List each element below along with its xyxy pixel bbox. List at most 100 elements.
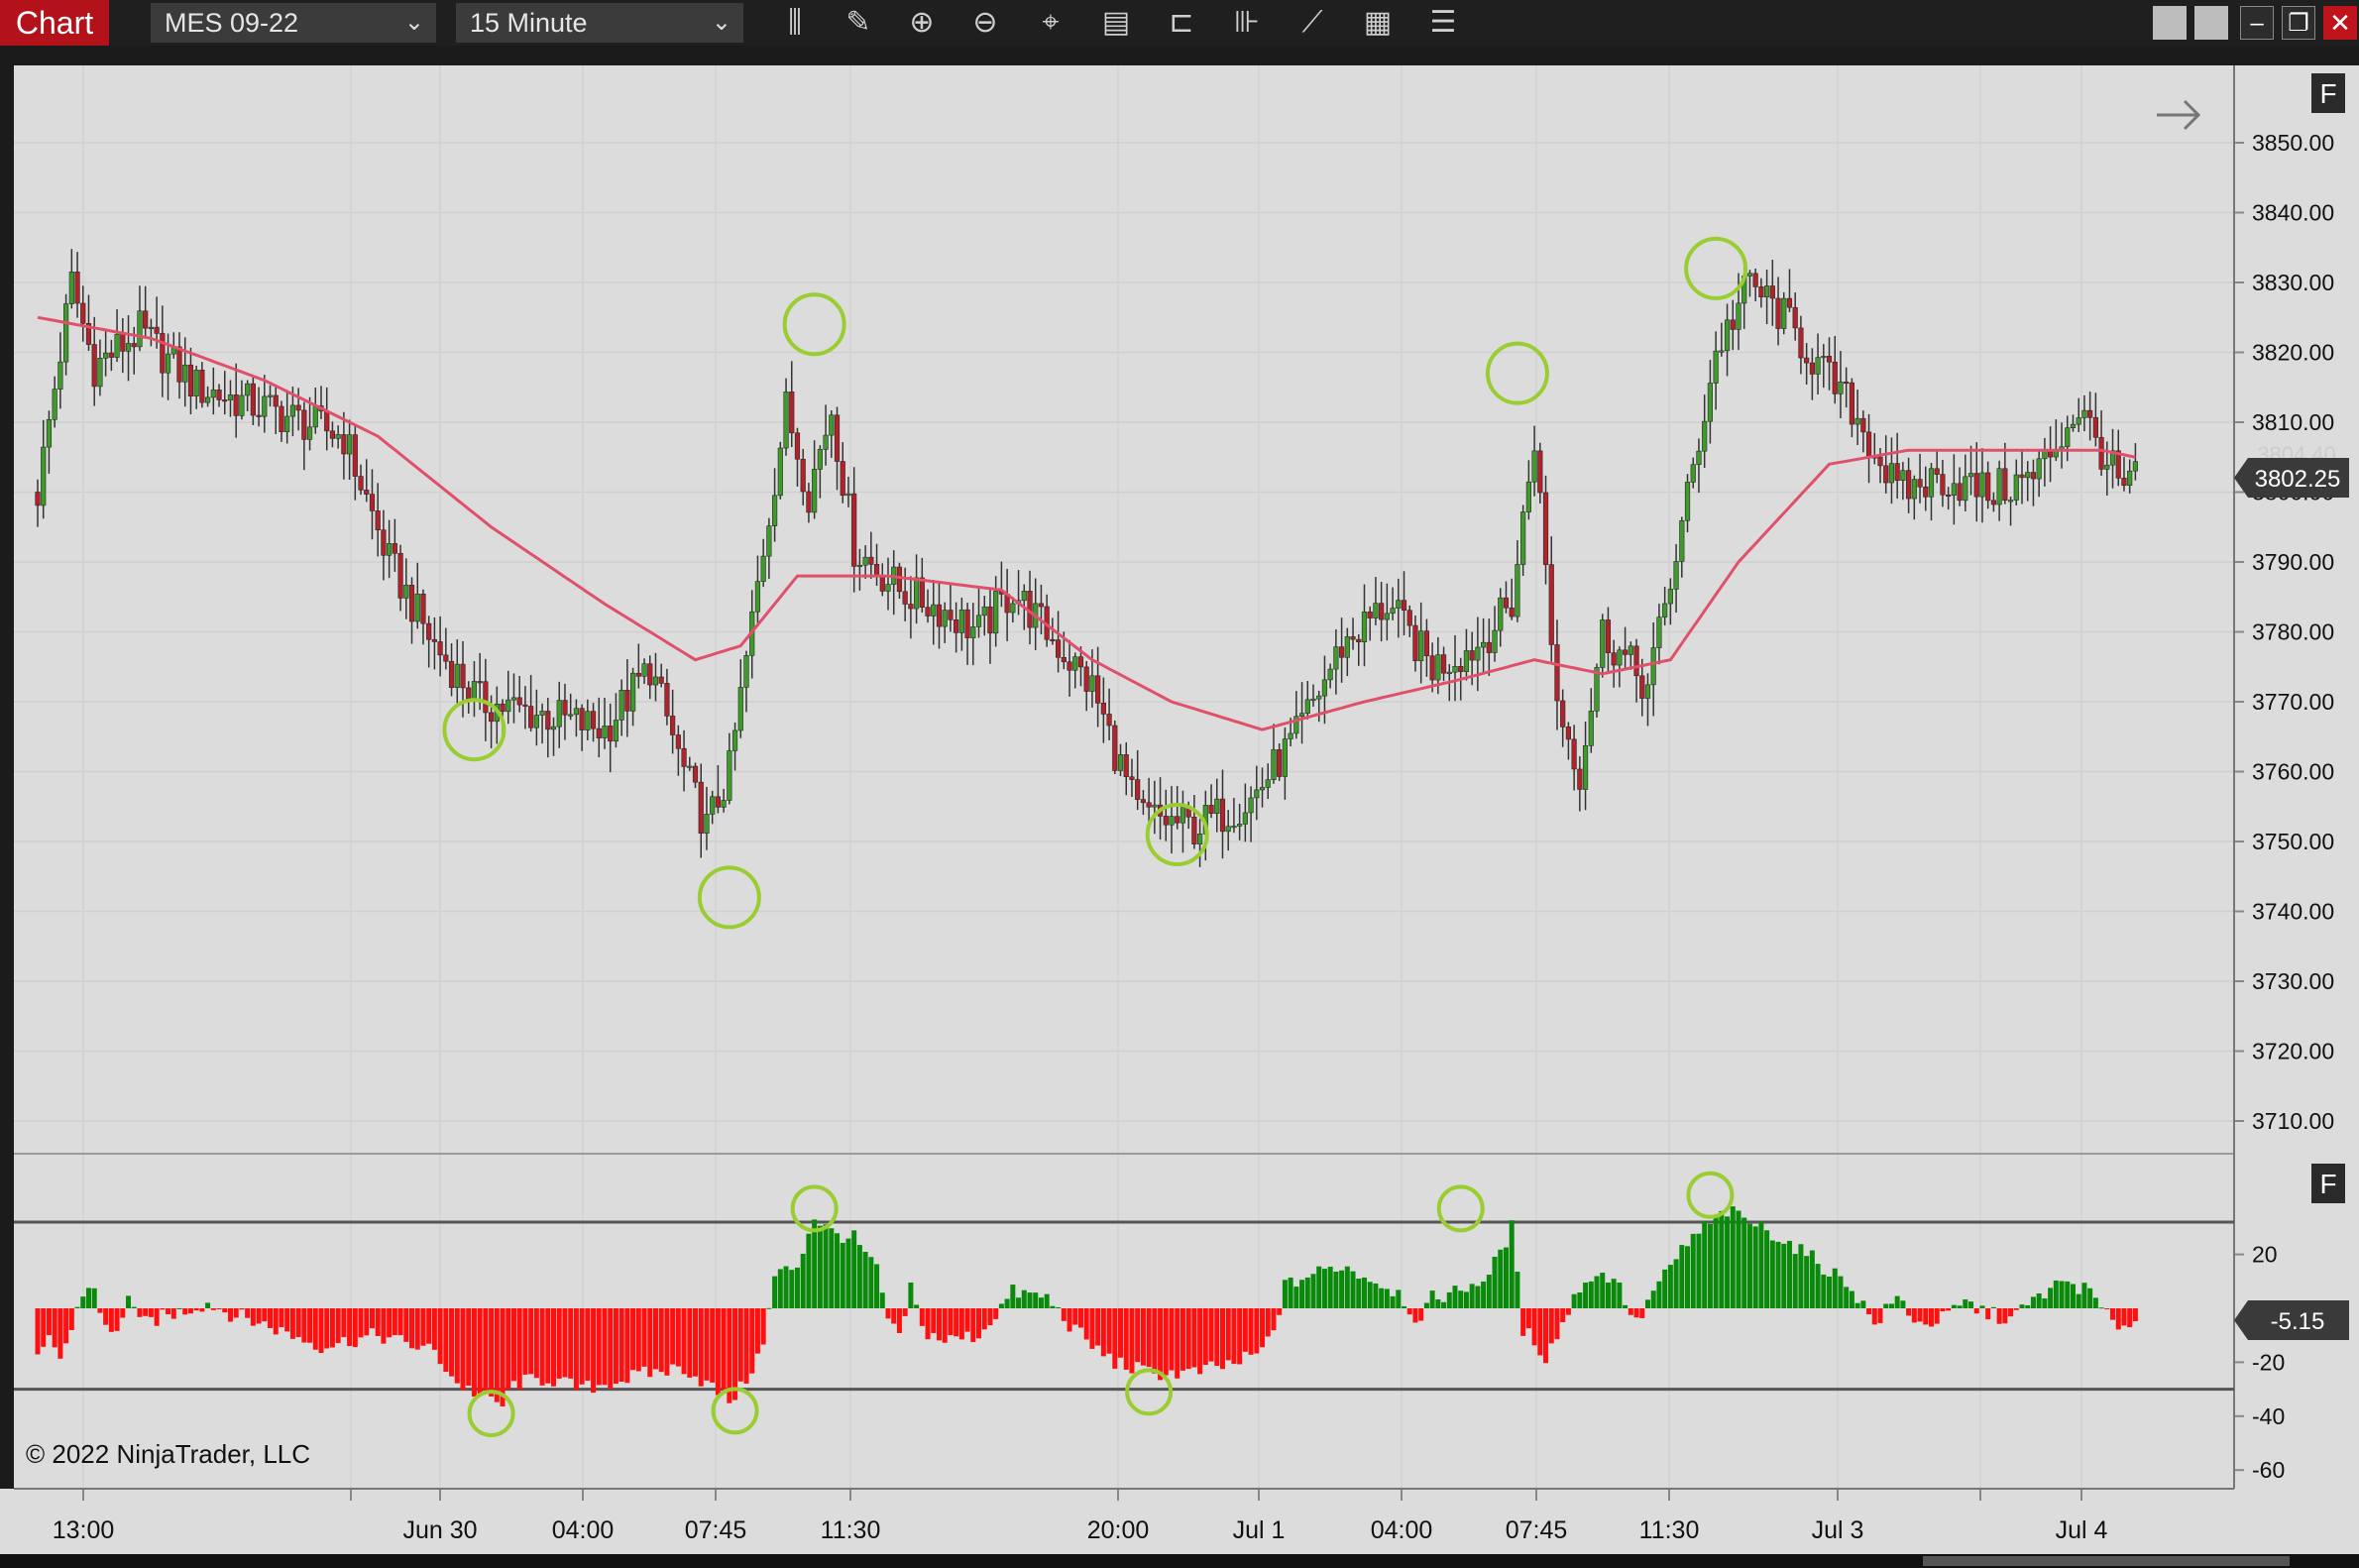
candle — [896, 562, 903, 599]
candle — [448, 643, 455, 697]
candle — [1854, 390, 1860, 445]
histogram-bar — [652, 1308, 658, 1370]
candle — [103, 328, 109, 377]
zoom-in-icon[interactable]: ⊕ — [909, 6, 935, 39]
histogram-highlight-circle — [1125, 1368, 1174, 1416]
candle — [1815, 333, 1821, 395]
histogram-bar — [216, 1308, 222, 1309]
histogram-bar — [1481, 1281, 1487, 1308]
candle — [510, 673, 517, 724]
candle — [2019, 449, 2025, 504]
histogram-bar — [1900, 1300, 1906, 1308]
histogram-bar — [103, 1308, 109, 1325]
histogram-bar — [1746, 1223, 1752, 1308]
tile-icon[interactable] — [2194, 6, 2228, 40]
candle — [1418, 602, 1424, 684]
indicators-icon[interactable]: ⊪ — [1233, 6, 1261, 39]
candle — [1673, 543, 1679, 614]
candle — [1304, 681, 1310, 720]
histogram-bar — [1123, 1308, 1129, 1370]
highlight-circle — [1684, 236, 1748, 300]
histogram-bar — [2121, 1308, 2127, 1326]
minimize-icon[interactable]: – — [2240, 6, 2274, 40]
histogram-bar — [1429, 1290, 1435, 1308]
x-tick-label: Jul 3 — [1812, 1516, 1864, 1544]
candle — [68, 249, 74, 309]
candle — [1259, 767, 1266, 808]
candle — [1628, 641, 1633, 670]
histogram-bar — [1588, 1281, 1594, 1308]
histogram-panel-f-button[interactable]: F — [2311, 1164, 2345, 1203]
list-icon[interactable]: ☰ — [1429, 6, 1457, 39]
templates-icon[interactable]: ▦ — [1363, 6, 1393, 39]
histogram-bar — [1282, 1280, 1288, 1308]
chart-area[interactable]: 3850.003840.003830.003820.003810.003800.… — [0, 46, 2359, 1568]
candle — [1396, 578, 1402, 638]
interval-selector[interactable]: 15 Minute ⌄ — [456, 3, 743, 43]
histogram-bar — [137, 1308, 143, 1317]
histogram-bar — [1379, 1288, 1385, 1308]
histogram-bar — [477, 1308, 483, 1395]
candle — [1684, 474, 1691, 533]
data-box-icon[interactable]: ▤ — [1101, 6, 1131, 39]
x-tick-label: 11:30 — [1639, 1516, 1700, 1544]
histogram-bar — [431, 1308, 437, 1350]
pencil-icon[interactable]: ✎ — [845, 6, 871, 39]
histogram-bar — [1781, 1243, 1787, 1308]
close-icon[interactable]: ✕ — [2323, 6, 2357, 40]
candle — [806, 482, 812, 523]
candle — [1951, 454, 1957, 525]
candle — [1973, 442, 1979, 522]
histogram-bar — [1571, 1293, 1577, 1308]
histogram-bar — [1202, 1308, 1208, 1366]
histogram-bar — [579, 1308, 585, 1385]
histogram-bar — [1560, 1308, 1566, 1323]
histogram-bar — [1435, 1298, 1441, 1308]
candle — [1792, 292, 1798, 341]
properties-icon[interactable]: ⊏ — [1169, 6, 1194, 39]
histogram-bar — [835, 1233, 841, 1308]
candle — [1361, 584, 1368, 667]
candle — [715, 765, 721, 814]
chart-tab[interactable]: Chart — [0, 0, 109, 46]
horizontal-scrollbar[interactable] — [1923, 1556, 2290, 1566]
histogram-bar — [2132, 1308, 2138, 1322]
restore-icon[interactable]: ❐ — [2282, 6, 2315, 40]
histogram-bar — [2087, 1288, 2093, 1308]
instrument-selector[interactable]: MES 09-22 ⌄ — [151, 3, 436, 43]
arrow-right-icon[interactable] — [2157, 99, 2201, 131]
bar-type-icon[interactable]: ⫼ — [788, 6, 802, 39]
crosshair-icon[interactable]: ⌖ — [1042, 6, 1060, 39]
candle — [590, 703, 597, 742]
histogram-bar — [1906, 1308, 1912, 1316]
histogram-bar — [131, 1306, 137, 1308]
histogram-bar — [2053, 1280, 2059, 1308]
candle — [74, 252, 80, 318]
candle — [1679, 516, 1685, 578]
histogram-highlight-circle — [711, 1387, 759, 1435]
candle — [335, 425, 341, 449]
tile-icon[interactable] — [2153, 6, 2187, 40]
histogram-bar — [1838, 1276, 1844, 1308]
candle — [1644, 673, 1651, 727]
histogram-bar — [925, 1308, 931, 1340]
histogram-bar — [1344, 1266, 1350, 1308]
zoom-out-icon[interactable]: ⊖ — [972, 6, 998, 39]
histogram-bar — [851, 1230, 857, 1308]
histogram-bar — [976, 1308, 982, 1339]
histogram-bar — [1248, 1308, 1254, 1355]
histogram-bar — [1832, 1268, 1838, 1308]
strategies-icon[interactable]: ⟋ — [1301, 6, 1323, 39]
highlight-circle — [1485, 341, 1549, 405]
price-panel-f-button[interactable]: F — [2311, 73, 2345, 113]
histogram-bar — [329, 1308, 335, 1348]
candle — [641, 658, 647, 685]
candle — [1135, 749, 1141, 811]
candle — [664, 668, 670, 726]
histogram-bar — [318, 1308, 324, 1354]
candle — [284, 390, 290, 444]
candle — [1373, 577, 1379, 625]
histogram-bar — [85, 1288, 91, 1308]
candle — [885, 557, 891, 611]
histogram-bar — [1667, 1265, 1673, 1308]
